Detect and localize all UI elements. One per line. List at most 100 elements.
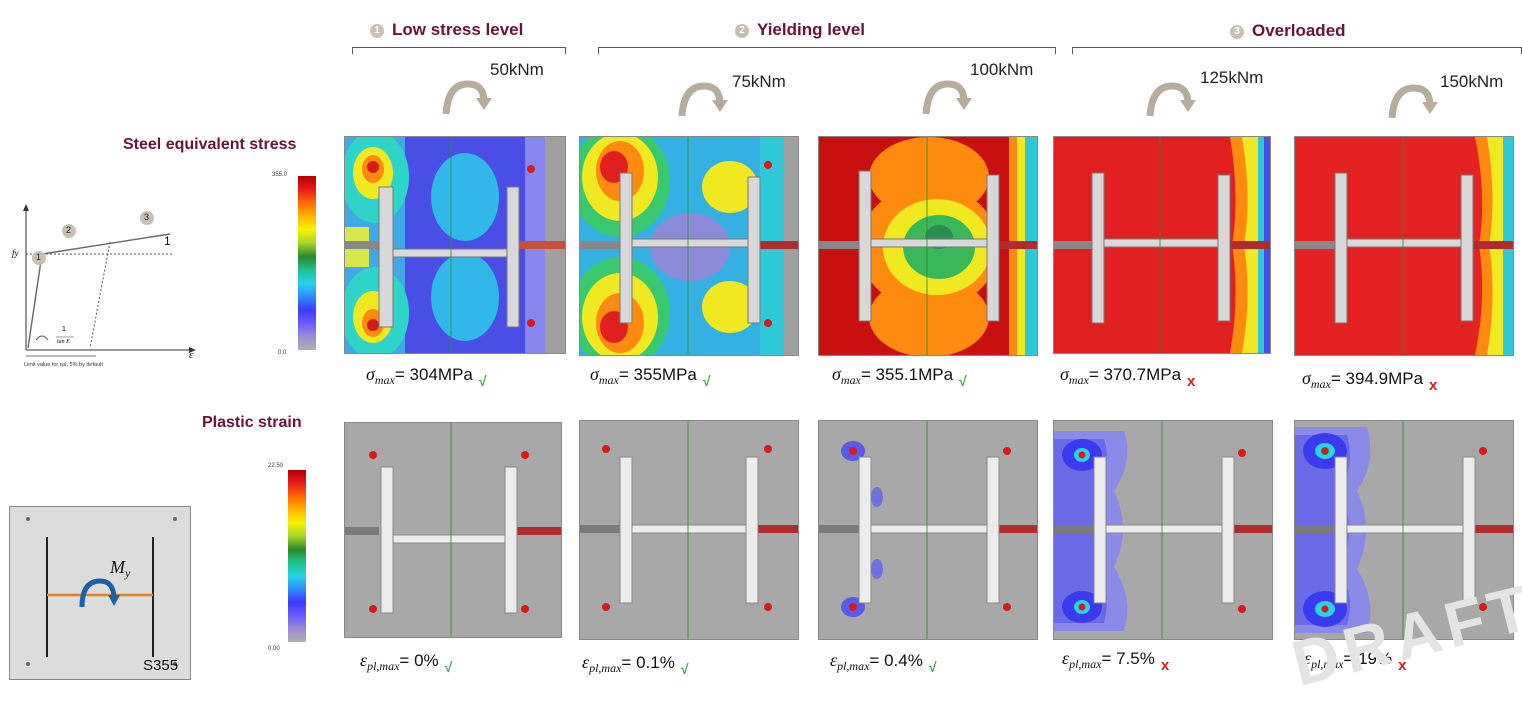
stress-panel-125 <box>1053 136 1271 354</box>
check-icon: √ <box>928 659 937 675</box>
moment-symbol: My <box>110 557 130 581</box>
group-bracket-yielding <box>598 47 1056 54</box>
moment-label: 50kNm <box>490 60 544 79</box>
moment-arrow-icon <box>442 80 492 115</box>
result-value: = 7.5% <box>1101 649 1155 668</box>
moment-arrow-icon <box>1388 84 1438 119</box>
joint-sketch-drawing <box>26 517 177 666</box>
row-title-stress: Steel equivalent stress <box>123 136 297 153</box>
result-value: = 19% <box>1343 649 1393 668</box>
strain-panel-150 <box>1294 420 1514 640</box>
moment-arrow-icon <box>678 82 728 117</box>
group-number-badge: 3 <box>1230 25 1244 39</box>
diagram-note: Limit value for εpl, 5% by default <box>24 362 103 368</box>
check-icon: √ <box>478 373 487 389</box>
point-label-3: 3 <box>144 212 150 222</box>
y-axis-text: fy <box>12 248 19 258</box>
moment-arrow-icon <box>1146 82 1196 117</box>
moment-arrow-icon <box>922 80 972 115</box>
stress-contour <box>1295 137 1513 355</box>
strain-result-5: εpl,max= 19% x <box>1304 648 1406 674</box>
result-value: = 0% <box>399 651 439 670</box>
result-subscript: pl,max <box>1069 657 1102 671</box>
strain-panel-50 <box>344 422 562 638</box>
result-symbol: σ <box>1060 364 1069 384</box>
result-subscript: pl,max <box>589 661 622 675</box>
strain-contour <box>580 421 798 639</box>
check-icon: √ <box>702 373 711 389</box>
check-icon: √ <box>680 661 689 677</box>
group-title-overloaded: 3 Overloaded <box>1230 21 1346 41</box>
stress-result-5: σmax= 394.9MPa x <box>1302 368 1437 394</box>
result-value: = 0.1% <box>621 653 675 672</box>
result-subscript: max <box>374 373 395 387</box>
joint-sketch: My S355 <box>9 506 191 680</box>
stress-contour <box>580 137 798 355</box>
group-label: Yielding level <box>757 20 866 39</box>
stress-contour <box>345 137 565 353</box>
group-title-yielding: 2 Yielding level <box>735 20 865 40</box>
point-label-1: 1 <box>36 252 42 262</box>
stress-contour <box>819 137 1037 355</box>
strain-panel-125 <box>1053 420 1273 640</box>
result-value: = 0.4% <box>869 651 923 670</box>
strain-contour <box>1054 421 1272 639</box>
slope-label: 1 <box>164 234 171 248</box>
cross-icon: x <box>1429 377 1438 394</box>
result-subscript: pl,max <box>1311 657 1344 671</box>
scale-max-label: 22.50 <box>268 463 284 469</box>
moment-subscript: y <box>125 566 131 580</box>
fraction-bottom: tan E <box>57 339 70 345</box>
result-subscript: max <box>598 373 619 387</box>
moment-label: 150kNm <box>1440 72 1504 91</box>
group-label: Overloaded <box>1252 21 1346 40</box>
row-title-strain: Plastic strain <box>202 414 302 431</box>
stress-strain-graph <box>23 204 196 357</box>
moment-label: 100kNm <box>970 60 1034 79</box>
result-symbol: σ <box>590 364 599 384</box>
diagram-y-label: fy <box>12 248 19 258</box>
group-bracket-low <box>352 47 566 54</box>
result-value: = 355MPa <box>618 365 697 384</box>
check-icon: √ <box>959 373 967 389</box>
strain-panel-100 <box>818 420 1038 640</box>
scale-bar <box>298 176 316 350</box>
strain-result-1: εpl,max= 0% √ <box>360 650 452 675</box>
stress-panel-50 <box>344 136 566 354</box>
cross-icon: x <box>1398 657 1407 674</box>
group-bracket-overloaded <box>1072 47 1522 54</box>
result-subscript: max <box>1068 373 1089 387</box>
result-subscript: max <box>840 373 861 387</box>
scale-bar <box>288 470 306 642</box>
result-subscript: pl,max <box>837 659 870 673</box>
scale-max-label: 355.0 <box>272 172 288 178</box>
group-title-low-stress: 1 Low stress level <box>370 20 523 40</box>
moment-label: 125kNm <box>1200 68 1264 87</box>
result-value: = 355.1MPa <box>860 365 954 384</box>
result-symbol: σ <box>1302 368 1311 388</box>
result-symbol: ε <box>1304 648 1312 668</box>
fraction-top: 1 <box>62 326 66 333</box>
stress-contour <box>1054 137 1270 353</box>
diagram-x-label: ε <box>189 350 193 361</box>
result-symbol: ε <box>360 650 368 670</box>
moment-label: 75kNm <box>732 72 786 91</box>
cross-icon: x <box>1160 657 1170 674</box>
result-symbol: σ <box>366 364 375 384</box>
result-value: = 394.9MPa <box>1330 369 1424 388</box>
strain-panel-75 <box>579 420 799 640</box>
strain-contour <box>1295 421 1513 639</box>
stress-result-2: σmax= 355MPa √ <box>590 364 711 389</box>
strain-result-4: εpl,max= 7.5% x <box>1062 648 1169 674</box>
result-subscript: max <box>1310 377 1331 391</box>
material-diagram: fy ε 1 2 3 1 1 tan E Limit value for εpl… <box>12 200 202 376</box>
result-symbol: ε <box>582 652 590 672</box>
strain-contour <box>345 423 561 637</box>
scale-min-label: 0.0 <box>278 350 287 356</box>
group-label: Low stress level <box>392 20 524 39</box>
strain-result-2: εpl,max= 0.1% √ <box>582 652 689 677</box>
result-symbol: ε <box>1062 648 1070 668</box>
check-icon: √ <box>444 659 453 675</box>
moment-symbol-text: M <box>110 557 125 577</box>
scale-min-label: 0.00 <box>268 646 280 652</box>
